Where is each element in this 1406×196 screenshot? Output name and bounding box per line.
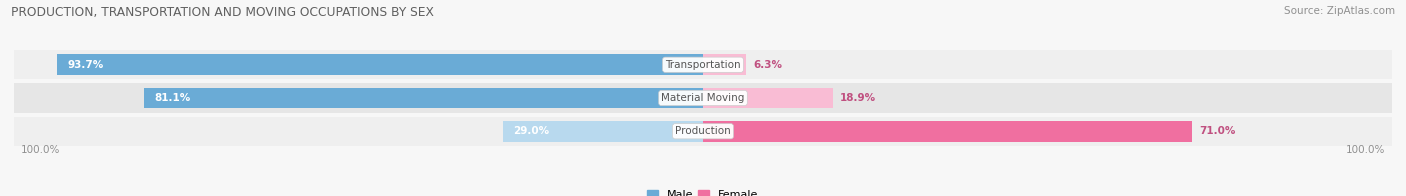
- Bar: [503, 121, 703, 142]
- Bar: [145, 88, 703, 108]
- Bar: [14, 50, 1392, 79]
- Bar: [58, 54, 703, 75]
- Bar: [703, 54, 747, 75]
- Bar: [14, 83, 1392, 113]
- Bar: [703, 121, 1192, 142]
- Bar: [703, 88, 834, 108]
- Text: 93.7%: 93.7%: [67, 60, 104, 70]
- Text: 18.9%: 18.9%: [841, 93, 876, 103]
- Text: 81.1%: 81.1%: [155, 93, 191, 103]
- Text: 71.0%: 71.0%: [1199, 126, 1236, 136]
- Text: Transportation: Transportation: [665, 60, 741, 70]
- Bar: [14, 117, 1392, 146]
- Text: 29.0%: 29.0%: [513, 126, 550, 136]
- Text: Production: Production: [675, 126, 731, 136]
- Text: Source: ZipAtlas.com: Source: ZipAtlas.com: [1284, 6, 1395, 16]
- Legend: Male, Female: Male, Female: [643, 185, 763, 196]
- Text: PRODUCTION, TRANSPORTATION AND MOVING OCCUPATIONS BY SEX: PRODUCTION, TRANSPORTATION AND MOVING OC…: [11, 6, 434, 19]
- Text: 100.0%: 100.0%: [1346, 145, 1385, 155]
- Text: 100.0%: 100.0%: [21, 145, 60, 155]
- Text: 6.3%: 6.3%: [754, 60, 782, 70]
- Text: Material Moving: Material Moving: [661, 93, 745, 103]
